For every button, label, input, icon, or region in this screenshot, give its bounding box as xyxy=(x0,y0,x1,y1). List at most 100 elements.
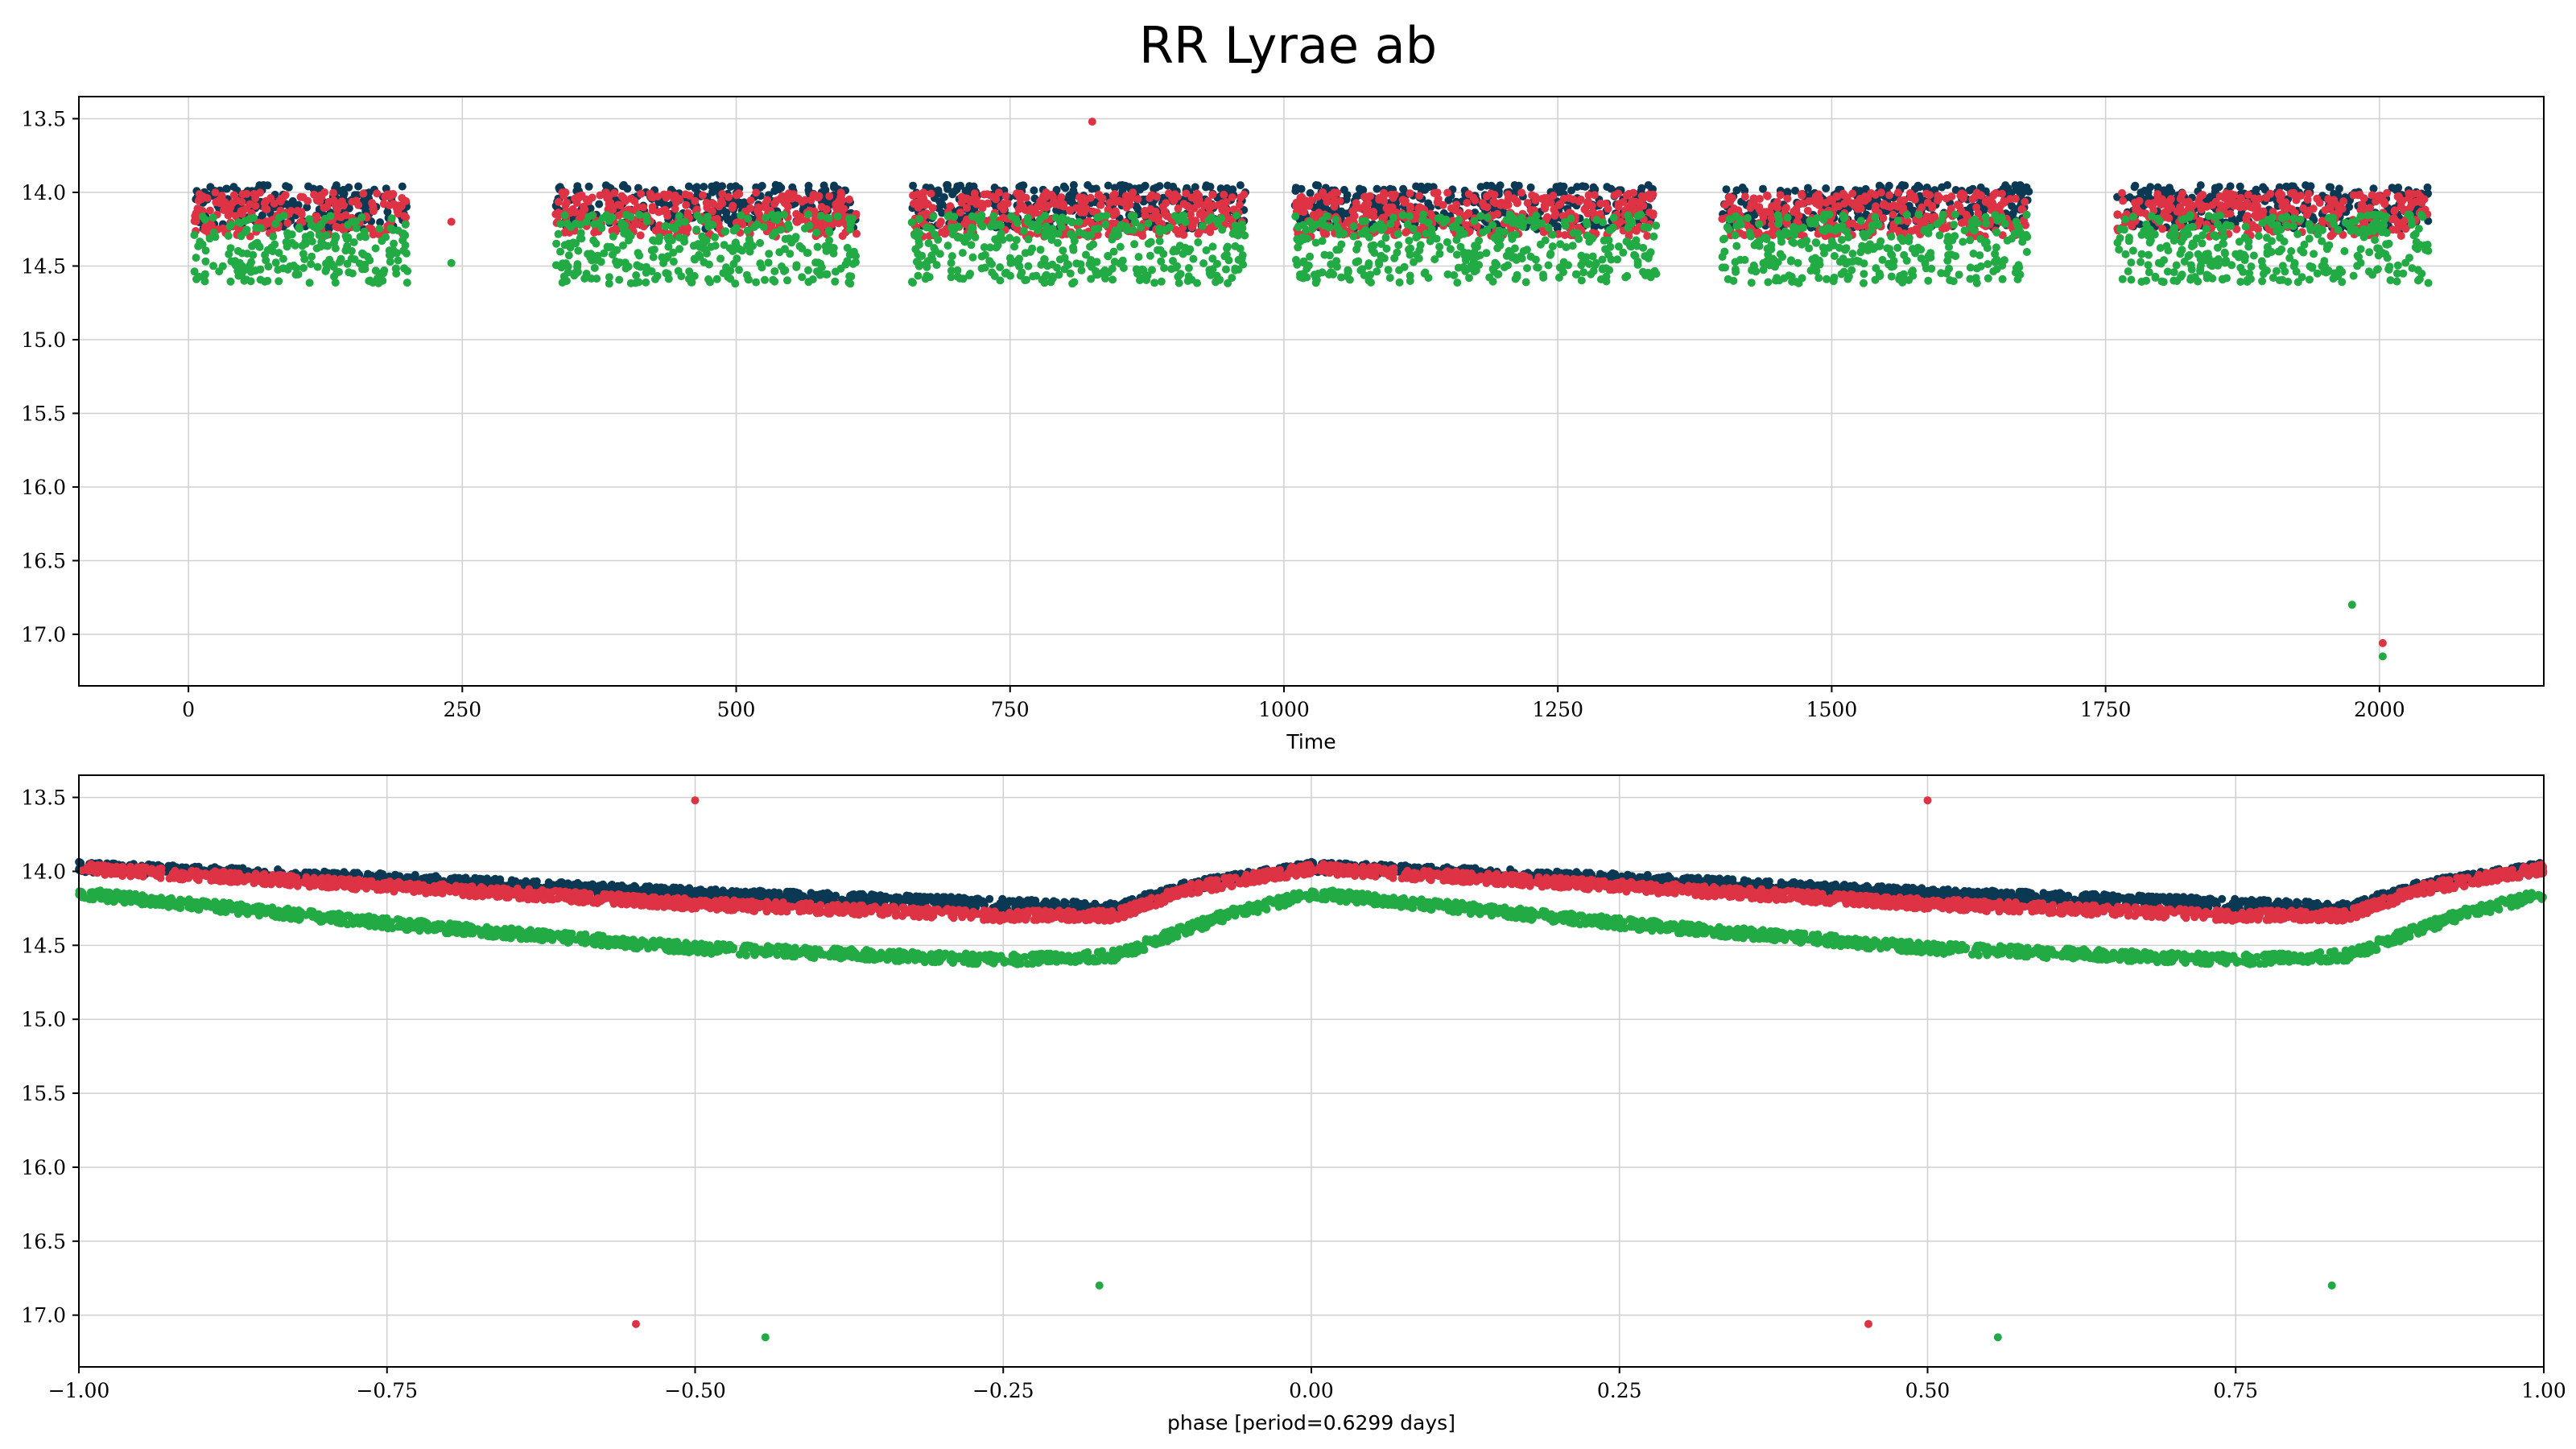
data-point xyxy=(1443,237,1451,246)
data-point xyxy=(324,224,332,233)
data-point xyxy=(279,264,287,273)
data-point xyxy=(1236,181,1245,190)
data-point xyxy=(1047,191,1056,199)
data-point xyxy=(699,235,708,244)
data-point xyxy=(1572,270,1581,279)
data-point xyxy=(824,214,833,223)
data-point xyxy=(1349,222,1358,231)
data-point xyxy=(762,213,770,222)
data-point xyxy=(947,273,956,282)
data-point xyxy=(849,248,858,257)
data-point xyxy=(2306,182,2315,191)
data-point xyxy=(1644,223,1653,232)
data-point xyxy=(2390,214,2398,223)
data-point xyxy=(255,242,264,251)
data-point xyxy=(947,252,956,261)
data-point xyxy=(1955,202,1963,211)
data-point xyxy=(1129,188,1137,197)
data-point xyxy=(1943,181,1952,189)
data-point xyxy=(263,276,272,285)
data-point xyxy=(576,221,584,229)
data-point xyxy=(1546,250,1555,258)
data-point xyxy=(1519,247,1528,255)
data-point xyxy=(813,267,821,276)
data-point xyxy=(634,203,642,212)
data-point xyxy=(685,192,694,200)
data-point xyxy=(207,221,216,229)
data-point xyxy=(229,183,238,192)
data-point xyxy=(2234,200,2243,208)
data-point xyxy=(323,202,332,211)
data-point xyxy=(592,275,601,283)
data-point xyxy=(1023,213,1032,222)
data-point xyxy=(680,217,689,226)
data-point xyxy=(401,221,410,229)
data-point xyxy=(1718,215,1727,223)
data-point xyxy=(1364,233,1373,242)
data-point xyxy=(382,233,390,242)
data-point xyxy=(402,213,411,221)
data-point xyxy=(247,258,256,266)
data-point xyxy=(661,205,670,214)
data-point xyxy=(209,262,217,270)
data-point xyxy=(1182,189,1191,198)
data-point xyxy=(609,250,617,259)
data-point xyxy=(361,233,369,242)
data-point xyxy=(1414,232,1422,241)
data-point xyxy=(1805,197,1813,206)
data-point xyxy=(1860,196,1869,205)
data-point xyxy=(958,249,967,258)
data-point xyxy=(1415,192,1424,200)
data-point xyxy=(1021,276,1030,285)
data-point xyxy=(1059,200,1067,208)
data-point xyxy=(345,268,353,277)
data-point xyxy=(1193,279,1201,287)
data-point xyxy=(564,251,573,260)
data-point xyxy=(1320,250,1329,259)
data-point xyxy=(1001,268,1010,277)
data-point xyxy=(659,258,668,267)
data-point xyxy=(320,214,329,223)
data-point xyxy=(2303,196,2312,204)
data-point xyxy=(1909,192,1918,201)
data-point xyxy=(2398,196,2407,205)
data-point xyxy=(1406,277,1414,285)
data-point xyxy=(1848,250,1857,258)
data-point xyxy=(1228,185,1237,194)
data-point xyxy=(341,246,350,255)
data-point xyxy=(619,180,628,189)
data-point xyxy=(1992,188,2000,197)
data-point xyxy=(1394,241,1403,250)
data-point xyxy=(2255,194,2264,203)
data-point xyxy=(1772,200,1780,209)
time-series-panel: 0 250 500 750 1000 1250 1500 1750 200013.514.014… xyxy=(21,96,2545,753)
data-point xyxy=(1070,278,1079,287)
data-point xyxy=(1483,213,1492,222)
data-point xyxy=(399,229,408,238)
data-point xyxy=(275,277,283,286)
data-point xyxy=(1455,231,1464,239)
data-point xyxy=(960,219,969,228)
data-point xyxy=(316,191,325,200)
data-point xyxy=(792,217,801,226)
data-point xyxy=(1116,242,1125,251)
data-point xyxy=(2377,193,2386,202)
data-point xyxy=(355,259,364,268)
data-point xyxy=(1635,199,1644,208)
data-point xyxy=(284,183,293,192)
data-point xyxy=(344,221,353,229)
data-point xyxy=(403,266,412,275)
data-point xyxy=(951,187,960,196)
data-point xyxy=(968,223,976,232)
data-point xyxy=(2113,210,2122,219)
data-point xyxy=(250,213,258,222)
data-point xyxy=(386,251,395,260)
data-point xyxy=(682,200,691,209)
data-point xyxy=(769,275,778,284)
data-point xyxy=(266,194,275,202)
data-point xyxy=(914,271,923,280)
data-point xyxy=(1224,242,1232,251)
data-point xyxy=(1495,236,1504,245)
data-point xyxy=(605,273,613,282)
data-point xyxy=(1038,203,1047,212)
